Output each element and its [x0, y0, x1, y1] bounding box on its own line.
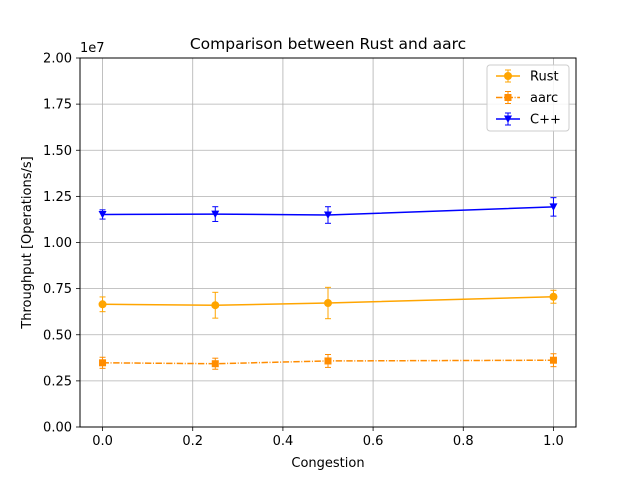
y-offset-label: 1e7 — [80, 41, 105, 56]
y-tick-label: 0.25 — [43, 374, 72, 389]
data-point — [211, 360, 219, 368]
data-point — [324, 211, 332, 220]
y-tick-label: 0.50 — [43, 328, 72, 343]
data-point — [99, 359, 107, 367]
x-tick-label: 0.8 — [453, 434, 474, 449]
data-point — [98, 210, 107, 219]
y-tick-label: 0.75 — [43, 282, 72, 297]
data-point — [211, 210, 220, 219]
legend-label: aarc — [530, 91, 558, 106]
series-2 — [98, 197, 558, 224]
data-point — [549, 292, 558, 301]
series-line — [102, 295, 554, 306]
x-tick-label: 0.4 — [273, 434, 294, 449]
series-0 — [98, 286, 558, 320]
legend-label: Rust — [530, 70, 559, 85]
y-tick-label: 1.25 — [43, 190, 72, 205]
legend-entry: aarc — [496, 91, 558, 106]
y-tick-label: 2.00 — [43, 52, 72, 67]
series-line — [102, 359, 554, 365]
x-tick-label: 0.6 — [363, 434, 384, 449]
data-point — [324, 357, 332, 365]
ticks: 0.0 0.2 0.4 0.6 0.8 1.0 0.00 0.25 0.50 0.75 1.00 1.… — [43, 52, 564, 450]
data-point — [549, 203, 558, 211]
series-line — [102, 206, 554, 216]
legend-marker — [504, 72, 512, 80]
y-tick-label: 1.00 — [43, 236, 72, 251]
legend-label: C++ — [530, 113, 561, 128]
data-point — [98, 300, 107, 309]
legend-entry: C++ — [496, 112, 561, 128]
legend-marker — [504, 94, 512, 101]
data-point — [549, 356, 557, 364]
data-point — [324, 299, 332, 308]
x-tick-label: 0.2 — [182, 434, 203, 449]
x-axis-label: Congestion — [291, 456, 364, 471]
series-layer — [98, 197, 558, 370]
legend: Rust aarc C++ — [486, 64, 570, 132]
y-tick-label: 1.50 — [43, 144, 72, 159]
x-tick-label: 0.0 — [92, 434, 113, 449]
legend-entry: Rust — [496, 69, 559, 85]
data-point — [211, 301, 220, 310]
x-tick-label: 1.0 — [543, 434, 564, 449]
y-tick-label: 0.00 — [43, 421, 72, 436]
series-1 — [99, 353, 557, 370]
chart-title: Comparison between Rust and aarc — [190, 35, 466, 53]
y-axis-label: Throughput [Operations/s] — [20, 156, 35, 329]
legend-marker — [504, 115, 512, 123]
y-tick-label: 1.75 — [43, 98, 72, 113]
